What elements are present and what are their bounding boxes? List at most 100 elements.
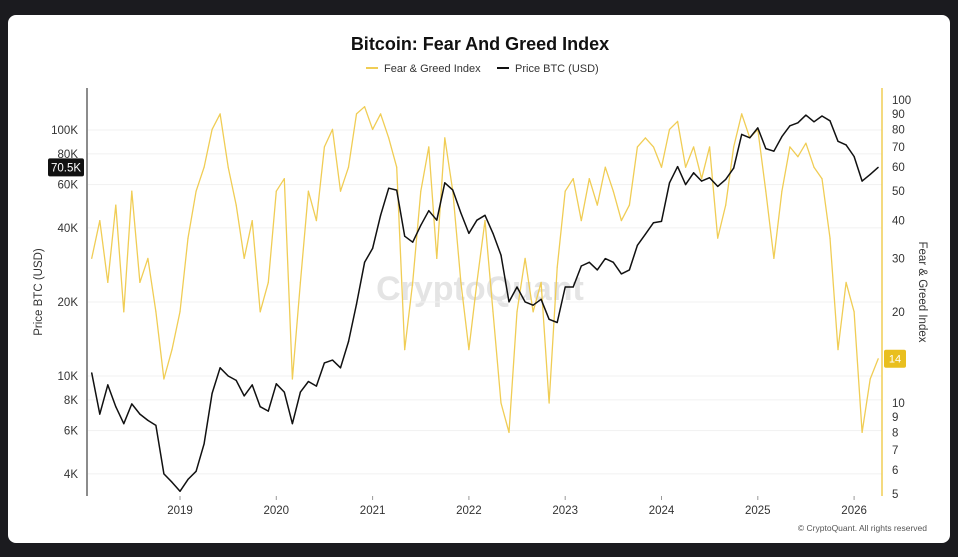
fear-greed-point [363,106,366,108]
price-point [709,177,711,179]
left-tick-label: 40K [58,223,79,235]
fear-greed-point [580,219,582,222]
price-point [604,258,606,260]
left-tick-label: 6K [64,426,78,438]
right-tick-label: 30 [892,253,905,265]
fear-greed-point [869,378,871,380]
price-point [380,214,382,216]
fear-greed-point [596,204,598,206]
x-tick-label: 2023 [552,505,578,517]
fear-greed-point [235,204,237,206]
fear-greed-point [99,219,101,222]
fear-greed-point [299,281,301,284]
price-point [163,473,165,475]
price-point [564,286,566,288]
chart-card [8,15,950,543]
price-point [861,180,863,182]
fear-greed-point [163,378,165,380]
fear-greed-point [195,190,197,192]
price-point [644,233,647,235]
current-price-badge [48,158,84,177]
fear-greed-point [628,204,631,206]
price-point [540,298,542,300]
price-point [660,220,663,223]
fear-greed-point [684,166,687,168]
price-point [299,391,301,393]
fear-greed-point [668,128,671,130]
fear-greed-point [861,431,863,433]
price-point [131,403,133,405]
price-point [211,392,213,394]
fear-greed-point [355,113,358,115]
fear-greed-point [492,311,494,313]
fear-greed-point [829,237,831,239]
fear-greed-point [347,166,350,168]
left-tick-label: 8K [64,395,78,407]
left-tick-label: 4K [64,469,78,481]
right-tick-label: 6 [892,465,898,477]
price-point [195,470,197,472]
fear-greed-point [652,146,655,148]
price-point [773,150,775,152]
fear-greed-point [468,349,470,351]
left-tick-label: 100K [51,125,78,137]
right-axis-label: Fear & Greed Index [916,242,928,343]
legend[interactable]: Fear & Greed Index Price BTC (USD) [366,63,599,75]
price-point [508,301,510,303]
fear-greed-point [219,113,221,115]
price-point [580,265,582,267]
price-point [107,384,109,386]
fear-greed-point [211,128,213,130]
price-point [781,136,783,138]
price-point [524,301,526,303]
fear-greed-point [805,142,807,144]
price-point [532,304,534,306]
price-point [91,372,93,374]
fear-greed-point [693,146,695,148]
price-point [307,380,309,383]
price-point [187,478,189,480]
price-point [147,419,149,421]
price-point [363,261,366,263]
price-point [869,173,871,175]
fear-greed-point [644,137,647,139]
price-point [452,189,454,191]
price-point [347,340,350,343]
fear-greed-point [307,190,309,192]
price-point [283,391,285,393]
left-tick-label: 20K [58,297,79,309]
fear-greed-point [139,281,141,284]
price-point [315,385,318,387]
right-tick-label: 50 [892,186,905,198]
legend-fear-greed[interactable]: Fear & Greed Index [384,63,481,75]
price-point [412,241,414,243]
price-point [123,423,125,425]
legend-price[interactable]: Price BTC (USD) [515,63,599,75]
price-point [733,167,735,169]
price-point [436,219,438,221]
price-point [725,178,727,180]
price-point [179,490,181,492]
fear-greed-point [813,166,815,168]
fear-greed-point [420,190,422,192]
price-point [829,120,831,122]
fear-greed-point [179,311,181,313]
fear-greed-point [572,178,574,180]
fear-greed-point [636,146,639,148]
price-point [476,219,478,221]
right-tick-label: 60 [892,162,905,174]
right-tick-label: 20 [892,307,905,319]
price-point [757,127,759,129]
price-point [396,189,398,191]
fear-greed-point [765,190,767,192]
right-tick-label: 70 [892,142,905,154]
x-tick-label: 2025 [745,505,771,517]
price-point [251,384,253,386]
fear-greed-point [717,237,719,239]
price-point [749,137,751,139]
fear-greed-point [853,311,855,313]
price-point [468,232,470,234]
fear-greed-point [323,146,326,148]
fear-greed-point [267,281,269,284]
fear-greed-point [741,113,743,115]
